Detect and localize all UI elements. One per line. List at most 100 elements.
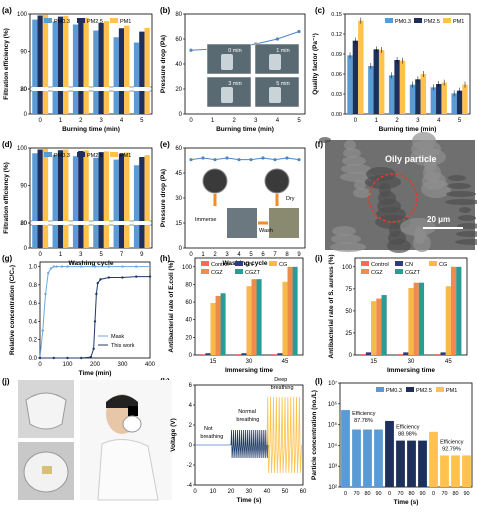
l-legend-swatch <box>436 387 444 392</box>
a-bar <box>139 31 145 114</box>
c-ytick-label: 0.15 <box>331 12 342 18</box>
a-bar <box>57 16 64 114</box>
a-legend-swatch <box>77 18 85 23</box>
h-xtick-label: 45 <box>282 359 289 365</box>
c-xtick-label: 4 <box>437 118 441 124</box>
l-ytick-label: 10⁶ <box>328 401 338 408</box>
h-bar <box>236 354 242 355</box>
l-xtick-label: 0 <box>432 491 435 497</box>
h-bar <box>256 279 262 355</box>
f-sem-texture <box>446 191 476 197</box>
g-thiswork-point <box>95 292 98 296</box>
l-xtick-label: 70 <box>353 491 359 497</box>
l-bar <box>385 420 394 487</box>
b-ytick-label: 40 <box>175 62 182 68</box>
a-legend-swatch <box>110 18 118 23</box>
l-efficiency-value: 88.98% <box>398 432 417 438</box>
b-ytick-label: 60 <box>175 37 182 43</box>
c-bar <box>456 90 463 114</box>
g-thiswork-point <box>135 275 138 278</box>
c-legend-swatch <box>385 18 393 23</box>
l-ylabel: Particle concentration (no./L) <box>311 390 318 480</box>
l-xtick-label: 80 <box>364 491 370 497</box>
i-bar <box>440 352 446 355</box>
l-bar <box>429 431 438 487</box>
c-bar <box>462 84 468 114</box>
g-mask-point <box>52 265 55 268</box>
i-legend-label: Control <box>371 262 389 268</box>
b-point <box>297 29 301 34</box>
b-ytick-label: 80 <box>175 12 182 18</box>
a-bar-break <box>113 87 130 91</box>
e-xtick-label: 1 <box>201 252 205 258</box>
b-xtick-label: 2 <box>233 118 237 124</box>
a-bar <box>124 25 130 114</box>
d-xtick-label: 3 <box>79 252 83 258</box>
d-legend-swatch <box>44 152 52 157</box>
l-bar <box>418 440 427 487</box>
b-point <box>275 37 279 41</box>
g-mask-point <box>107 265 110 268</box>
b-inset-label: 5 min <box>276 81 289 87</box>
k-annotation: breathing <box>271 385 294 391</box>
d-bar-break <box>133 221 150 225</box>
k-xtick-label: 0 <box>193 489 197 495</box>
j-mask-shape <box>25 392 67 430</box>
a-bar <box>52 21 58 114</box>
d-ytick-label: 20 <box>20 221 27 227</box>
c-bar <box>399 60 406 114</box>
k-frame <box>194 384 304 486</box>
e-series-line <box>190 157 300 161</box>
c-bar <box>409 84 416 114</box>
d-bar-break <box>113 221 130 225</box>
i-bar <box>418 282 425 355</box>
h-legend-label: CGZT <box>245 270 261 276</box>
g-mask-point <box>49 267 53 270</box>
d-bar-break <box>72 221 89 225</box>
k-xtick-label: 60 <box>300 489 307 495</box>
i-legend-swatch <box>361 261 369 266</box>
a-ytick-label: 90 <box>20 50 27 56</box>
d-bar <box>52 154 58 248</box>
f-sem-texture <box>447 183 471 189</box>
d-ytick-label: 0 <box>24 246 28 252</box>
c-bar <box>415 79 421 114</box>
g-thiswork-point <box>52 356 55 360</box>
k-trace-normal <box>230 429 270 459</box>
f-sem-texture <box>331 234 361 244</box>
e-point <box>261 156 265 160</box>
f-annotation: Oily particle <box>385 154 437 164</box>
i-bar <box>381 295 387 355</box>
e-ylabel: Pressure drop (Pa) <box>160 169 167 227</box>
h-bar <box>292 266 298 355</box>
d-xtick-label: 9 <box>140 252 144 258</box>
a-axis-break <box>30 87 152 91</box>
g-mask-point <box>93 265 97 268</box>
d-xtick-label: 5 <box>99 252 103 258</box>
f-sem-texture <box>458 215 476 221</box>
b-xtick-label: 5 <box>297 118 301 124</box>
h-bar <box>251 279 257 355</box>
e-point <box>297 158 301 162</box>
a-bar <box>42 14 49 114</box>
f-sem-texture <box>354 180 366 190</box>
e-xtick-label: 0 <box>189 252 193 258</box>
h-bar <box>246 286 252 355</box>
k-annotation: Deep <box>274 377 287 383</box>
h-ylabel: Antibacterial rate of E.coli (%) <box>168 260 175 352</box>
l-xtick-label: 90 <box>375 491 381 497</box>
g-thiswork-point <box>148 275 152 278</box>
e-point <box>201 156 205 160</box>
panel-label-l: (l) <box>315 377 323 386</box>
i-xlabel: Immersing time <box>387 367 435 374</box>
c-ytick-label: 0.03 <box>331 92 342 98</box>
a-xtick-label: 0 <box>38 118 42 124</box>
i-bar <box>413 282 419 355</box>
d-ytick-label: 90 <box>20 184 27 190</box>
c-bar <box>352 40 359 114</box>
d-bar <box>113 159 119 248</box>
h-legend-swatch <box>235 261 243 266</box>
i-xtick-label: 45 <box>445 359 452 365</box>
f-sem-texture <box>343 148 361 158</box>
